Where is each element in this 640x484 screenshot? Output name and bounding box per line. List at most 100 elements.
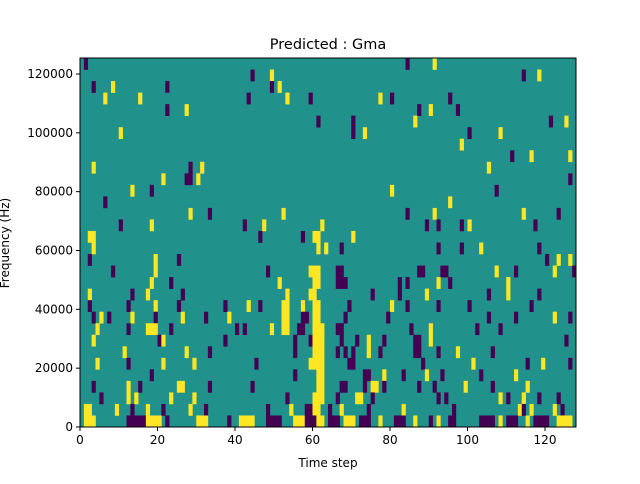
heatmap-cell-high bbox=[196, 415, 209, 428]
heatmap-cell-high bbox=[300, 300, 306, 312]
heatmap-cell-high bbox=[517, 403, 523, 416]
heatmap-cell-low bbox=[448, 92, 453, 105]
heatmap-cell-low bbox=[111, 265, 116, 278]
heatmap-cell-high bbox=[556, 254, 561, 266]
heatmap-cell-low bbox=[475, 323, 480, 336]
heatmap-cell-low bbox=[564, 334, 569, 347]
heatmap-cell-low bbox=[165, 415, 170, 428]
heatmap-cell-low bbox=[359, 415, 371, 428]
heatmap-cell-low bbox=[362, 369, 371, 382]
heatmap-cell-low bbox=[467, 300, 472, 312]
heatmap-cell-high bbox=[529, 150, 534, 163]
heatmap-cell-high bbox=[498, 392, 503, 405]
heatmap-cell-low bbox=[486, 288, 492, 301]
heatmap-cell-low bbox=[169, 323, 174, 336]
heatmap-cell-low bbox=[87, 254, 92, 266]
heatmap-cell-low bbox=[300, 230, 306, 243]
heatmap-cell-high bbox=[145, 415, 162, 428]
heatmap-cell-high bbox=[161, 357, 166, 370]
heatmap-cell-high bbox=[161, 173, 166, 186]
heatmap-cell-low bbox=[444, 392, 449, 405]
heatmap-cell-low bbox=[382, 334, 387, 347]
heatmap-cell-low bbox=[366, 403, 371, 416]
x-tick-label: 80 bbox=[382, 433, 397, 447]
heatmap-cell-high bbox=[285, 92, 290, 105]
heatmap-cell-high bbox=[188, 403, 193, 416]
heatmap-cell-low bbox=[250, 380, 255, 393]
heatmap-cell-high bbox=[428, 104, 433, 116]
heatmap-cell-high bbox=[564, 115, 569, 128]
heatmap-cell-low bbox=[479, 369, 484, 382]
x-axis-label: Time step bbox=[297, 456, 357, 470]
heatmap-cell-low bbox=[436, 242, 441, 255]
heatmap-cell-high bbox=[161, 334, 166, 347]
heatmap-cell-high bbox=[95, 323, 100, 336]
heatmap-cell-high bbox=[351, 230, 356, 243]
heatmap-cell-low bbox=[207, 207, 213, 220]
heatmap-cell-low bbox=[207, 346, 213, 359]
heatmap-cell-high bbox=[366, 334, 371, 347]
heatmap-cell-high bbox=[238, 415, 255, 428]
heatmap-cell-low bbox=[130, 288, 135, 301]
heatmap-cell-low bbox=[510, 150, 515, 163]
heatmap-cell-low bbox=[126, 323, 131, 336]
heatmap-cell-low bbox=[362, 380, 368, 393]
heatmap-cell-high bbox=[227, 311, 232, 324]
heatmap-cell-high bbox=[111, 81, 116, 93]
heatmap-cell-low bbox=[486, 311, 492, 324]
heatmap-cell-high bbox=[390, 300, 395, 312]
heatmap-cell-low bbox=[378, 346, 383, 359]
heatmap-cell-high bbox=[432, 58, 437, 70]
heatmap-cell-low bbox=[521, 69, 526, 82]
heatmap-cell-low bbox=[335, 323, 344, 336]
heatmap-cell-low bbox=[386, 311, 391, 324]
heatmap-cell-high bbox=[568, 254, 573, 266]
heatmap-cell-low bbox=[293, 334, 298, 347]
heatmap-cell-high bbox=[324, 242, 329, 255]
heatmap-cell-low bbox=[126, 415, 147, 428]
heatmap-cell-high bbox=[448, 196, 453, 209]
heatmap-cell-high bbox=[281, 207, 286, 220]
heatmap-cell-high bbox=[378, 415, 383, 428]
heatmap-cell-low bbox=[188, 161, 193, 174]
heatmap-cell-low bbox=[432, 380, 437, 393]
heatmap-cell-low bbox=[328, 415, 340, 428]
heatmap-cell-high bbox=[308, 288, 317, 301]
heatmap-cell-high bbox=[312, 346, 325, 359]
heatmap-cell-low bbox=[107, 311, 112, 324]
heatmap-cell-low bbox=[370, 392, 375, 405]
heatmap-cell-high bbox=[463, 380, 468, 393]
heatmap-cell-high bbox=[118, 127, 123, 140]
heatmap-cell-high bbox=[138, 92, 143, 105]
heatmap-cell-high bbox=[498, 415, 503, 428]
heatmap-cell-low bbox=[223, 300, 228, 312]
heatmap-cell-low bbox=[258, 230, 263, 243]
heatmap-cell-high bbox=[289, 403, 294, 416]
heatmap-cell-high bbox=[153, 265, 158, 278]
heatmap-cell-high bbox=[103, 92, 108, 105]
x-tick-label: 20 bbox=[150, 433, 165, 447]
heatmap-cell-low bbox=[91, 380, 96, 393]
heatmap-cell-low bbox=[207, 380, 213, 393]
heatmap-cell-high bbox=[486, 161, 492, 174]
heatmap-cell-low bbox=[370, 288, 375, 301]
heatmap-cell-low bbox=[405, 207, 410, 220]
heatmap-cell-high bbox=[312, 334, 325, 347]
heatmap-cell-low bbox=[266, 403, 271, 416]
heatmap-cell-low bbox=[91, 311, 96, 324]
heatmap-cell-low bbox=[293, 369, 298, 382]
heatmap-cell-low bbox=[169, 277, 174, 289]
heatmap-cell-low bbox=[545, 254, 550, 266]
heatmap-cell-high bbox=[343, 415, 356, 428]
heatmap-cell-high bbox=[149, 219, 154, 232]
heatmap-cell-high bbox=[312, 300, 321, 312]
heatmap-cell-low bbox=[339, 242, 344, 255]
heatmap-cell-low bbox=[83, 58, 89, 70]
heatmap-cell-high bbox=[188, 207, 193, 220]
y-axis-label: Frequency (Hz) bbox=[0, 198, 12, 289]
heatmap-cell-high bbox=[312, 392, 325, 405]
heatmap-cell-high bbox=[91, 161, 96, 174]
heatmap-cell-low bbox=[355, 334, 360, 347]
heatmap-cell-low bbox=[165, 104, 170, 116]
heatmap-cell-high bbox=[192, 392, 197, 405]
